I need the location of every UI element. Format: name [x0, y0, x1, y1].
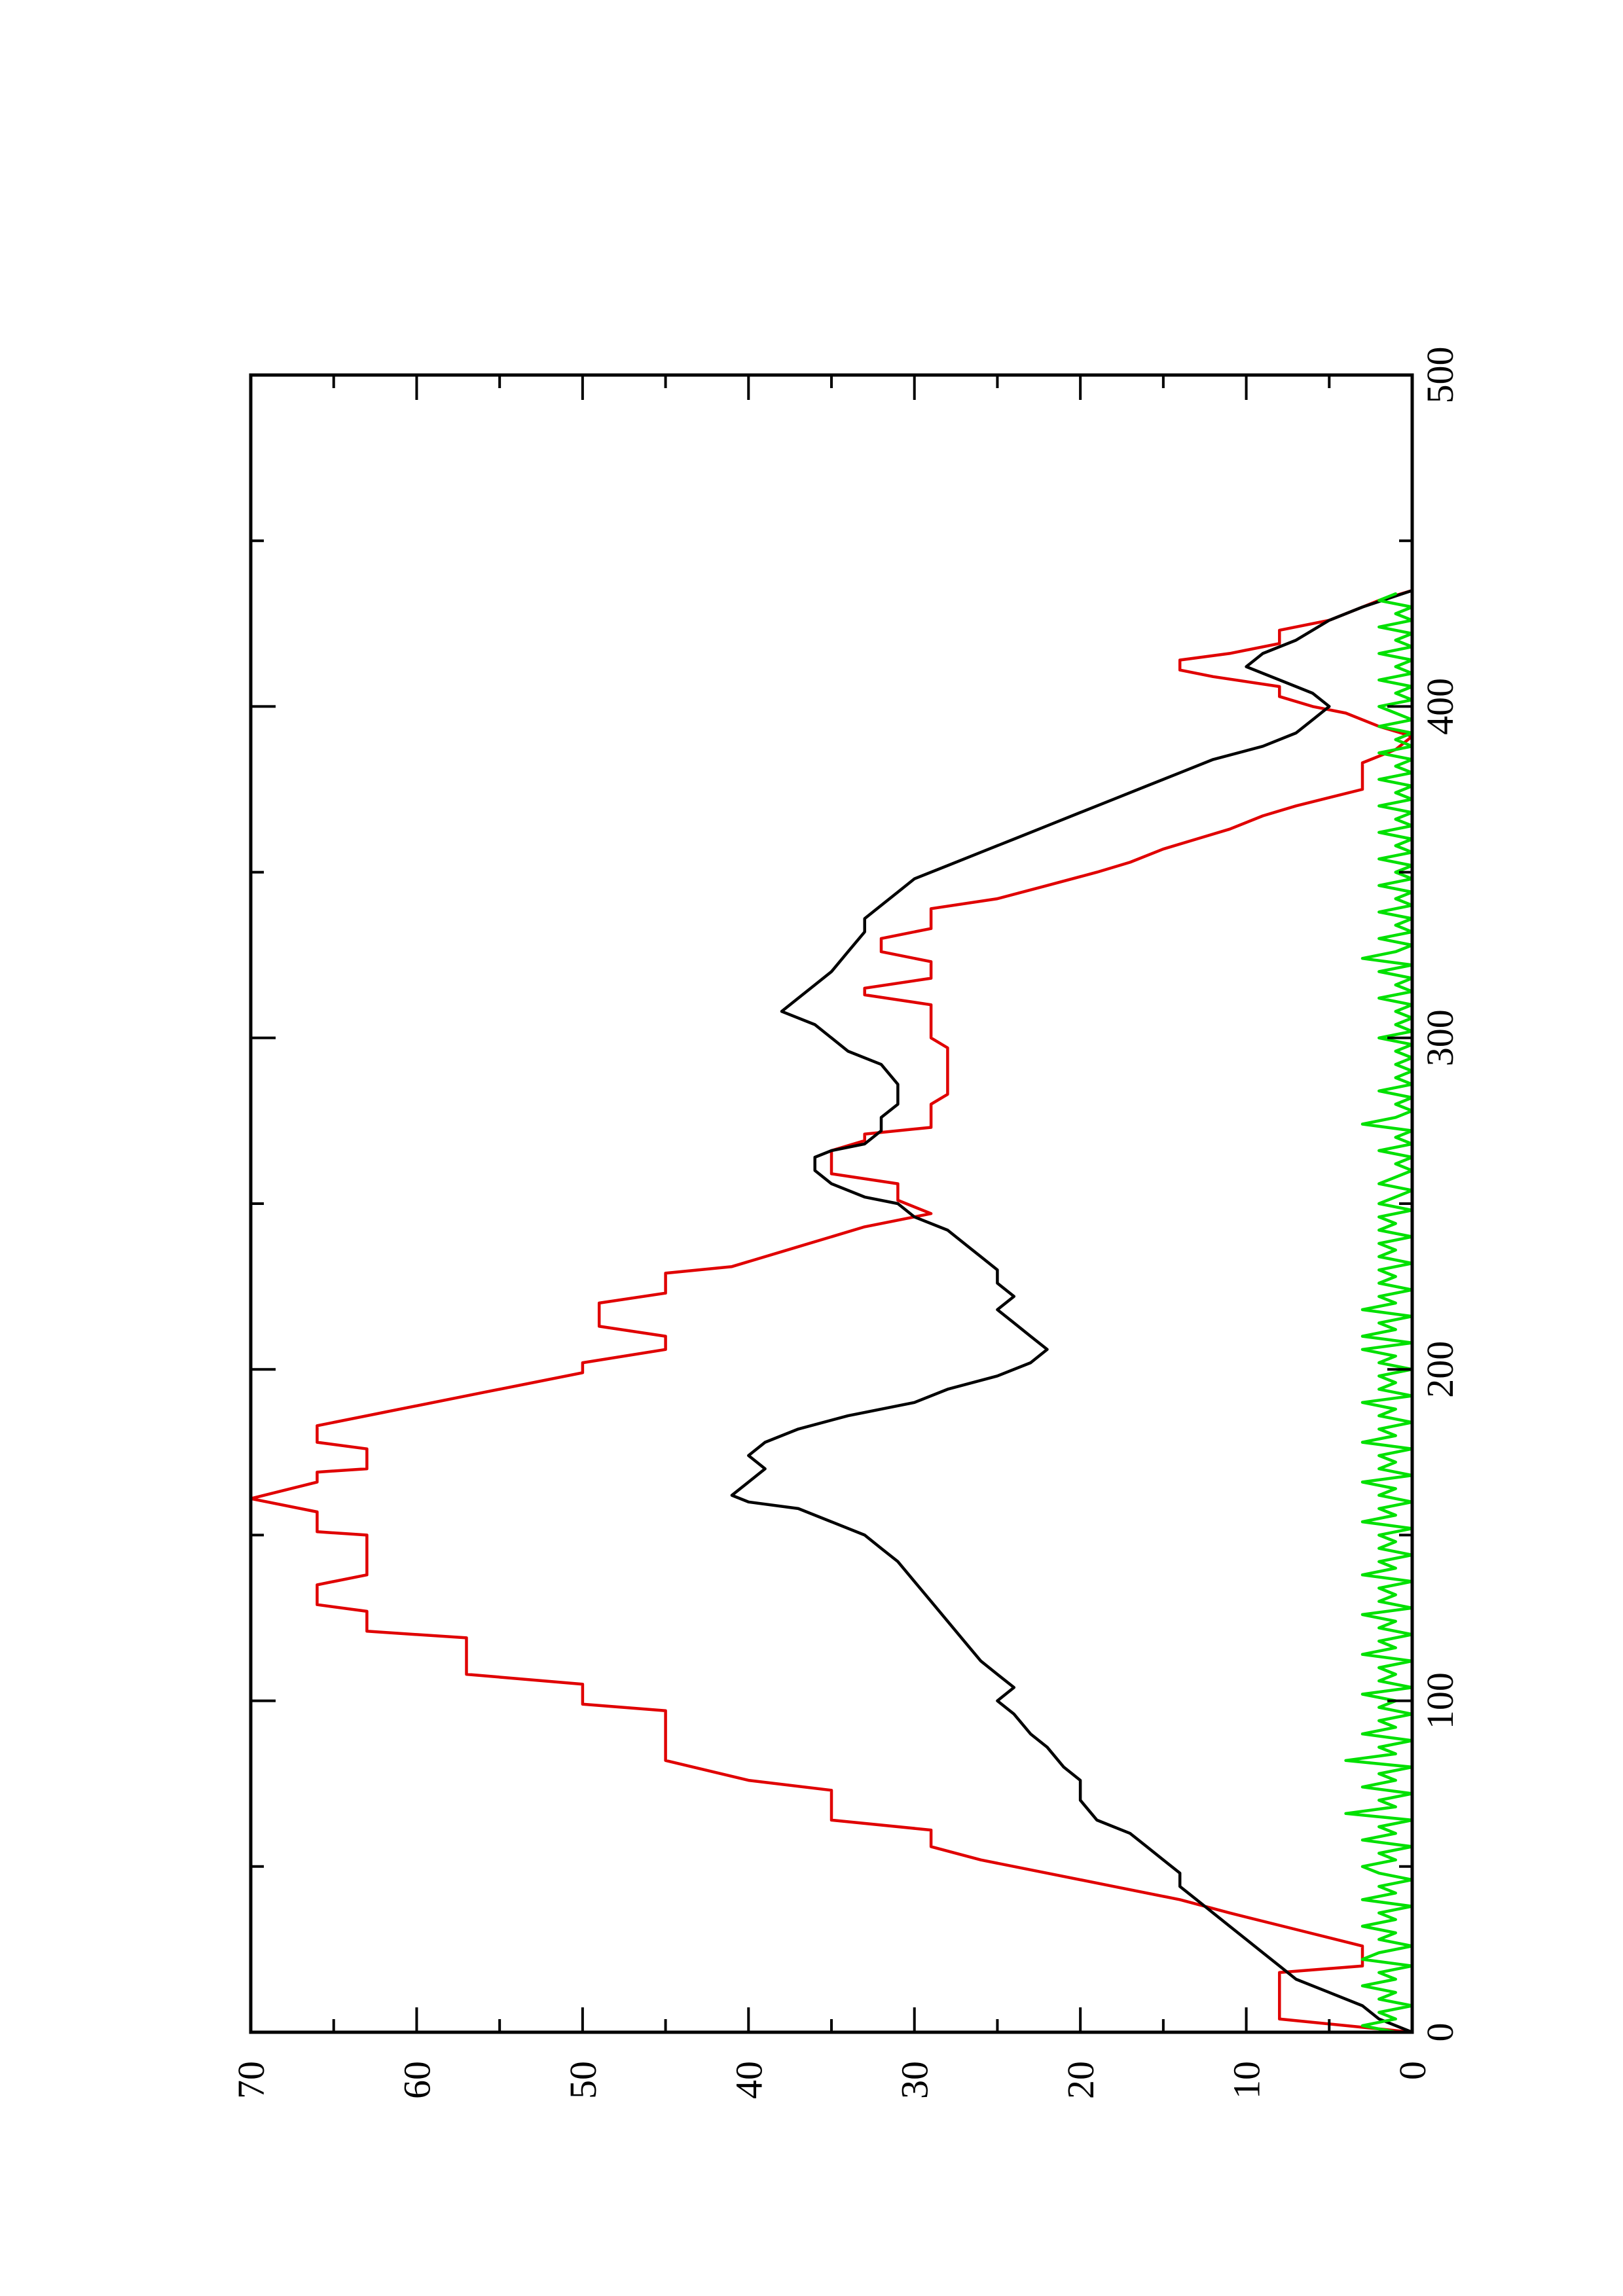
x-tick-label: 400	[1419, 678, 1461, 735]
y-tick-label: 0	[1391, 2061, 1434, 2080]
y-tick-label: 10	[1226, 2061, 1268, 2099]
series-line-3	[1344, 592, 1414, 2034]
x-tick-label: 0	[1419, 2023, 1461, 2042]
plot-frame	[249, 373, 1414, 2034]
x-tick-label: 100	[1419, 1672, 1461, 1729]
y-tick-label: 60	[395, 2061, 438, 2099]
y-tick-label: 40	[727, 2061, 770, 2099]
tick-layer	[249, 374, 1413, 2034]
series-line-1	[249, 588, 1414, 2034]
x-tick-labels: 0 100 200 300 400 500	[1419, 347, 1461, 2042]
y-tick-label: 50	[562, 2061, 604, 2099]
y-tick-label: 30	[894, 2061, 936, 2099]
x-tick-label: 300	[1419, 1009, 1461, 1066]
series-layer	[249, 588, 1414, 2034]
y-tick-label: 20	[1059, 2061, 1102, 2099]
series-line-2	[730, 588, 1414, 2034]
y-tick-labels: 0 10 20 30 40 50 60 70	[230, 2061, 1434, 2099]
y-tick-label: 70	[230, 2061, 272, 2099]
x-tick-label: 200	[1419, 1341, 1461, 1398]
plot-area	[249, 373, 1414, 2034]
x-tick-label: 500	[1419, 347, 1461, 404]
